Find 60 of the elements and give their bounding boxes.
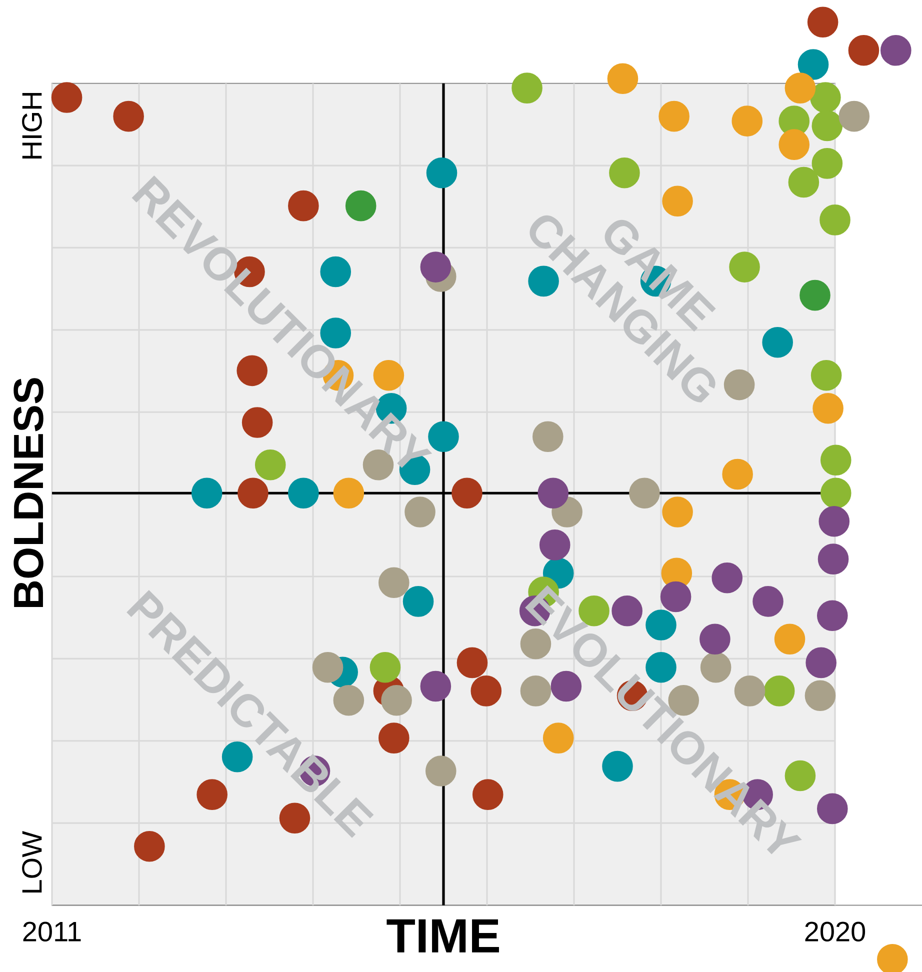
point: [378, 722, 410, 754]
point: [812, 392, 844, 424]
point: [762, 327, 793, 358]
x-tick-label: 2020: [805, 922, 866, 942]
point: [722, 458, 753, 490]
point: [820, 478, 852, 509]
point: [381, 684, 412, 716]
point: [420, 670, 452, 702]
x-axis-title: TIME: [386, 919, 499, 952]
point: [818, 544, 849, 574]
text: LOW: [22, 831, 42, 892]
point: [538, 478, 569, 509]
point: [838, 100, 870, 132]
point: [804, 680, 836, 712]
point: [662, 186, 693, 217]
point: [288, 478, 319, 509]
point: [798, 49, 829, 80]
point: [816, 600, 848, 631]
point: [402, 586, 434, 617]
point: [818, 506, 850, 537]
point: [191, 478, 222, 509]
point: [658, 100, 690, 132]
point: [532, 421, 564, 452]
point: [607, 63, 638, 94]
point: [629, 478, 660, 509]
point: [425, 756, 456, 786]
point: [238, 478, 268, 509]
point: [539, 530, 570, 560]
point: [512, 72, 542, 104]
text: HIGH: [22, 93, 42, 158]
point: [820, 444, 852, 476]
y-axis-title: BOLDNESS: [14, 378, 44, 607]
point: [51, 82, 82, 113]
point: [378, 567, 410, 598]
point: [806, 647, 836, 678]
point: [609, 157, 640, 188]
point: [800, 280, 830, 311]
point: [113, 100, 144, 132]
point: [724, 369, 755, 400]
point: [472, 779, 504, 810]
point: [810, 360, 842, 391]
point: [452, 478, 482, 509]
point: [404, 496, 436, 528]
point: [848, 34, 880, 66]
point: [788, 166, 820, 198]
point: [333, 478, 364, 509]
point: [812, 148, 843, 179]
point: [784, 72, 816, 104]
point: [807, 6, 838, 38]
point: [470, 676, 502, 706]
point: [732, 106, 763, 136]
point: [820, 204, 850, 236]
point: [662, 496, 693, 528]
point: [778, 129, 810, 160]
x-tick-label: 2011: [23, 922, 81, 942]
point: [816, 793, 848, 824]
point: [812, 110, 843, 142]
point: [810, 82, 841, 113]
point: [729, 252, 760, 282]
point: [456, 647, 488, 678]
